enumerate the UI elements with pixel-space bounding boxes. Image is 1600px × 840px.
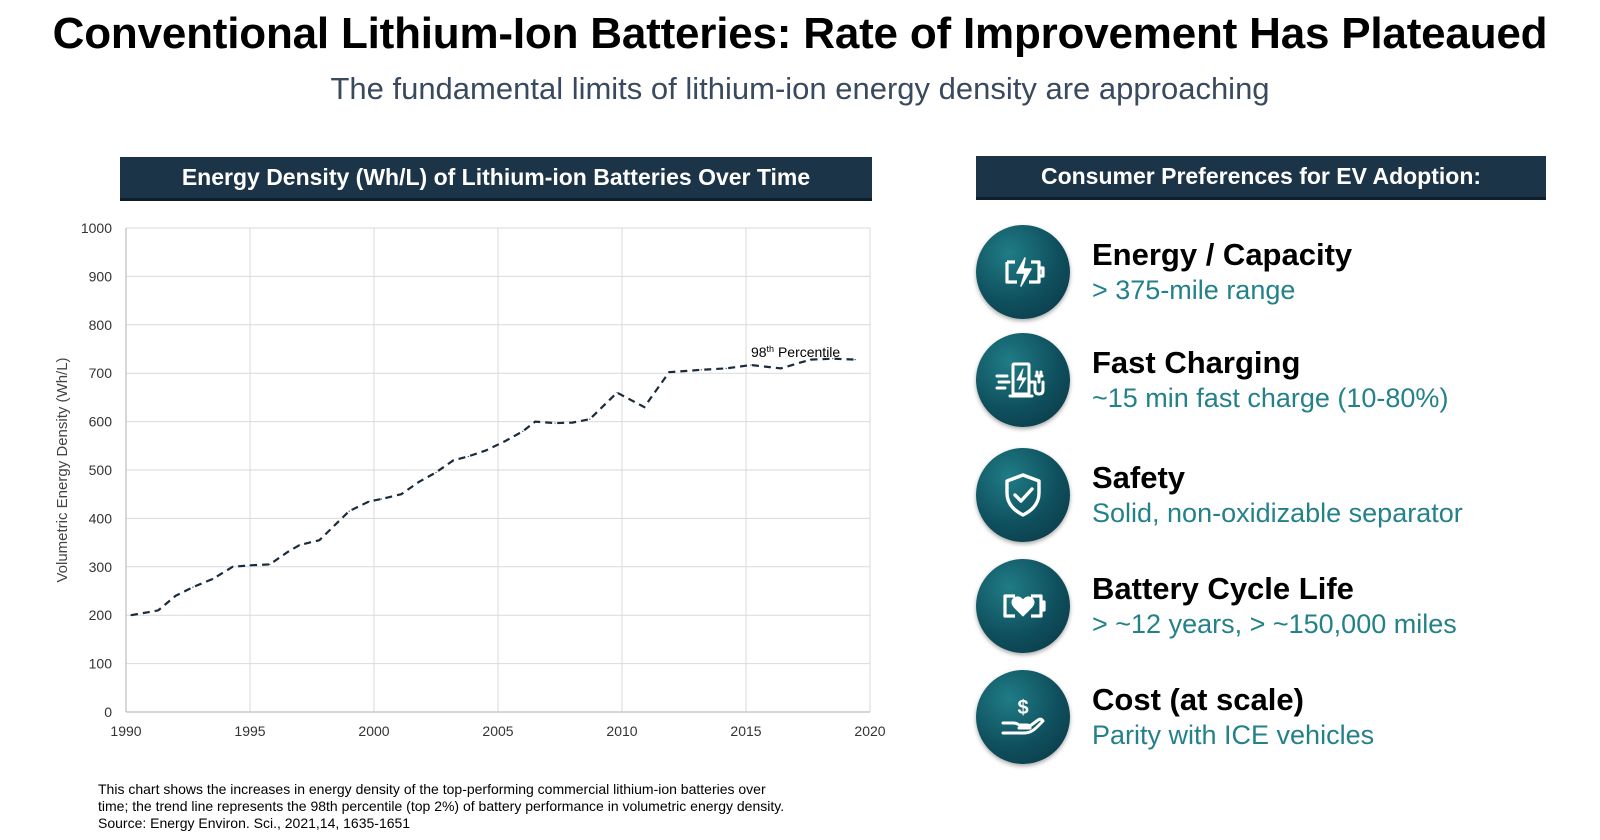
charging-station-icon: [976, 333, 1070, 427]
preference-desc: > ~12 years, > ~150,000 miles: [1092, 609, 1457, 639]
percentile-annotation: 98th Percentile: [751, 344, 840, 360]
preference-desc: Parity with ICE vehicles: [1092, 720, 1375, 750]
preference-title: Cost (at scale): [1092, 682, 1304, 717]
shield-check-icon: [976, 448, 1070, 542]
footnote-source: Source: Energy Environ. Sci., 2021,14, 1…: [98, 815, 411, 831]
preferences-header: Consumer Preferences for EV Adoption:: [976, 156, 1546, 200]
x-tick-label: 2000: [358, 723, 389, 739]
data-point: [348, 510, 350, 512]
data-point: [504, 440, 507, 442]
data-point: [452, 459, 454, 461]
y-tick-label: 800: [89, 317, 113, 333]
data-point: [249, 564, 251, 566]
series-points: [130, 358, 856, 616]
data-point: [212, 578, 214, 580]
y-tick-label: 400: [89, 510, 113, 526]
data-point: [157, 609, 159, 611]
x-tick-label: 2010: [606, 723, 637, 739]
data-point: [643, 406, 645, 408]
data-point: [130, 614, 132, 616]
preference-title: Fast Charging: [1092, 345, 1301, 380]
data-point: [400, 493, 402, 495]
annotation-rest: Percentile: [774, 344, 840, 360]
data-point: [269, 563, 271, 565]
x-tick-label: 2015: [730, 723, 761, 739]
preference-item-cycle-life: Battery Cycle Life > ~12 years, > ~150,0…: [976, 559, 1596, 655]
preference-title: Energy / Capacity: [1092, 237, 1353, 272]
data-point: [554, 422, 556, 424]
preference-item-fast-charging: Fast Charging ~15 min fast charge (10-80…: [976, 333, 1596, 429]
data-point: [318, 539, 321, 541]
y-tick-label: 900: [89, 268, 113, 284]
battery-charging-icon: [976, 225, 1070, 319]
data-point: [380, 498, 383, 500]
data-point: [175, 595, 177, 597]
data-point: [534, 421, 536, 423]
preference-item-safety: Safety Solid, non-oxidizable separator: [976, 448, 1596, 544]
data-point: [854, 359, 856, 361]
preference-desc: ~15 min fast charge (10-80%): [1092, 383, 1449, 413]
data-point: [750, 364, 752, 366]
data-point: [616, 391, 618, 394]
y-axis-label: Volumetric Energy Density (Wh/L): [54, 357, 71, 582]
data-point: [522, 430, 524, 432]
x-tick-label: 1990: [110, 723, 141, 739]
chart-ticks: 0 100 200 300 400 500 600 700 800 900 1000 1990 1995…: [81, 220, 886, 739]
y-tick-label: 300: [89, 559, 113, 575]
data-point: [780, 367, 782, 369]
data-point: [192, 586, 194, 588]
annotation-superscript: th: [767, 344, 775, 354]
data-point: [368, 500, 370, 503]
y-tick-label: 1000: [81, 220, 112, 236]
preference-item-energy: Energy / Capacity > 375-mile range: [976, 225, 1596, 321]
data-point: [336, 522, 338, 524]
preference-desc: > 375-mile range: [1092, 275, 1296, 305]
data-point: [435, 471, 437, 474]
preference-desc: Solid, non-oxidizable separator: [1092, 498, 1463, 528]
page-subtitle: The fundamental limits of lithium-ion en…: [330, 71, 1270, 106]
data-point: [485, 450, 487, 452]
svg-text:$: $: [1017, 697, 1028, 719]
data-point: [832, 358, 834, 360]
data-point: [418, 481, 420, 483]
preference-item-cost: $ Cost (at scale) Parity with ICE vehicl…: [976, 670, 1596, 766]
x-tick-label: 1995: [234, 723, 265, 739]
data-point: [571, 421, 574, 424]
annotation-number: 98: [751, 344, 767, 360]
data-point: [232, 566, 234, 568]
chart-footnote: This chart shows the increases in energy…: [98, 781, 918, 832]
y-tick-label: 700: [89, 365, 113, 381]
footnote-line-1: This chart shows the increases in energy…: [98, 781, 766, 797]
y-tick-label: 0: [104, 704, 112, 720]
y-tick-label: 600: [89, 414, 113, 430]
data-point: [467, 455, 469, 458]
data-point: [725, 367, 727, 369]
page-title: Conventional Lithium-Ion Batteries: Rate…: [52, 9, 1548, 58]
data-point: [809, 359, 812, 361]
x-tick-label: 2020: [854, 723, 885, 739]
y-tick-label: 200: [89, 607, 113, 623]
chart-header: Energy Density (Wh/L) of Lithium-ion Bat…: [120, 157, 872, 201]
data-point: [700, 369, 702, 371]
hand-dollar-icon: $: [976, 670, 1070, 764]
footnote-line-2: time; the trend line represents the 98th…: [98, 798, 785, 814]
data-point: [668, 371, 670, 373]
y-tick-label: 100: [89, 656, 113, 672]
preference-title: Battery Cycle Life: [1092, 571, 1354, 606]
data-point: [286, 551, 288, 553]
data-point: [589, 418, 591, 420]
x-tick-label: 2005: [482, 723, 513, 739]
energy-density-chart: 0 100 200 300 400 500 600 700 800 900 1000 1990 1995…: [54, 220, 886, 739]
data-point: [299, 544, 301, 546]
battery-heart-icon: [976, 559, 1070, 653]
preference-title: Safety: [1092, 460, 1186, 495]
chart-grid: [125, 227, 871, 713]
y-tick-label: 500: [89, 462, 113, 478]
